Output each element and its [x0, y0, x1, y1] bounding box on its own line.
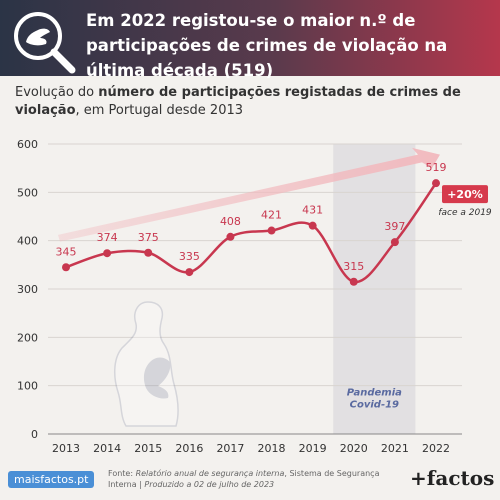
data-point [267, 226, 276, 235]
data-label: 519 [426, 161, 447, 174]
data-point [103, 249, 112, 258]
y-tick-label: 200 [17, 331, 38, 344]
page-title: Em 2022 registou-se o maior n.º de parti… [86, 11, 448, 80]
data-point [432, 179, 440, 188]
subtitle-prefix: Evolução do [15, 85, 99, 100]
x-tick-label: 2020 [340, 442, 368, 455]
y-tick-label: 300 [17, 283, 38, 296]
series-line [65, 182, 438, 284]
data-point [349, 277, 358, 286]
silhouette-figure-icon [114, 301, 179, 427]
data-label: 315 [343, 260, 364, 273]
data-label: 374 [97, 231, 118, 244]
subtitle-suffix: , em Portugal desde 2013 [75, 103, 244, 118]
line-chart: 0 100 200 300 400 500 600 2013 2014 2015 2016 2017 2… [17, 138, 492, 455]
footer-source: Fonte: Relatório anual de segurança inte… [108, 468, 408, 490]
x-tick-label: 2018 [258, 442, 286, 455]
y-tick-label: 600 [17, 138, 38, 151]
data-label: 397 [384, 220, 405, 233]
source-title: Relatório anual de segurança interna [135, 469, 285, 478]
change-badge-note: face a 2019 [438, 208, 492, 218]
pandemic-label-line2: Covid-19 [350, 399, 399, 410]
data-label: 375 [138, 231, 159, 244]
data-point [62, 263, 70, 272]
y-tick-label: 0 [31, 428, 38, 441]
x-tick-label: 2016 [175, 442, 203, 455]
chart-subtitle: Evolução do número de participações regi… [15, 84, 495, 120]
x-tick-label: 2015 [134, 442, 162, 455]
y-tick-label: 400 [17, 235, 38, 248]
header-banner: Em 2022 registou-se o maior n.º de parti… [0, 0, 500, 80]
data-label: 421 [261, 209, 282, 222]
source-rest: , Sistema de Segurança Interna | [108, 469, 380, 489]
x-tick-label: 2013 [52, 442, 80, 455]
magnifier-hand-icon [14, 12, 76, 74]
data-point [308, 221, 317, 230]
x-tick-label: 2019 [299, 442, 327, 455]
data-point [185, 268, 194, 277]
y-tick-label: 100 [17, 380, 38, 393]
data-label: 345 [56, 245, 77, 258]
trend-arrow [58, 147, 440, 242]
data-point [226, 232, 235, 241]
brand-logo: +factos [410, 466, 495, 490]
subtitle-bold: número de participações registadas de cr… [15, 85, 461, 118]
data-label: 335 [179, 250, 200, 263]
y-tick-label: 500 [17, 186, 38, 199]
change-badge [442, 185, 488, 204]
x-tick-label: 2022 [422, 442, 450, 455]
data-label: 408 [220, 215, 241, 228]
x-tick-label: 2017 [216, 442, 244, 455]
data-point [390, 238, 399, 247]
x-tick-label: 2014 [93, 442, 121, 455]
footer-logo[interactable]: maisfactos.pt [8, 471, 95, 488]
x-tick-label: 2021 [381, 442, 409, 455]
pandemic-label-line1: Pandemia [347, 387, 402, 398]
source-prefix: Fonte: [108, 469, 136, 478]
data-point [144, 248, 153, 257]
data-label: 431 [302, 204, 323, 217]
produced-date: Produzido a 02 de julho de 2023 [144, 480, 275, 489]
change-badge-value: +20% [447, 188, 483, 201]
